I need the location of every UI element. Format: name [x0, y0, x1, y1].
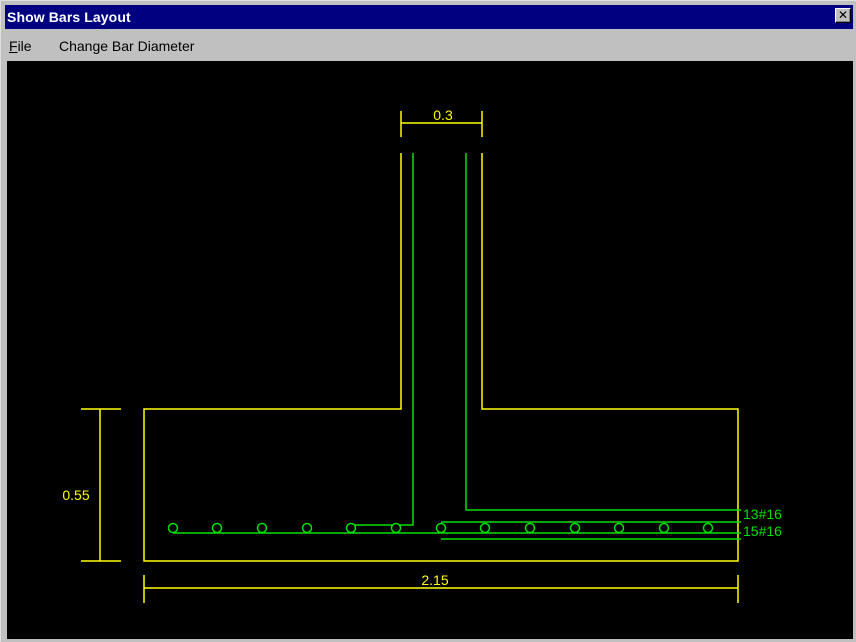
top-bar-label: 13#16 — [743, 506, 782, 522]
right-dowel-bar — [466, 153, 741, 510]
menu-bar: File Change Bar Diameter — [5, 33, 853, 59]
bar-circle — [660, 524, 669, 533]
footing-depth-label: 0.55 — [62, 487, 89, 503]
drawing-canvas[interactable]: 0.3 0.55 2.15 — [7, 61, 853, 639]
title-bar[interactable]: Show Bars Layout ✕ — [5, 5, 853, 29]
close-button[interactable]: ✕ — [835, 8, 851, 23]
footing-width-label: 2.15 — [421, 572, 448, 588]
bar-circle — [258, 524, 267, 533]
bottom-bar-label: 15#16 — [743, 523, 782, 539]
bar-circle — [213, 524, 222, 533]
bar-circle — [704, 524, 713, 533]
menu-file-accelerator: F — [9, 38, 18, 54]
close-icon: ✕ — [838, 8, 848, 22]
bar-circle — [615, 524, 624, 533]
column-dowel-bars — [353, 153, 741, 525]
bar-circle — [169, 524, 178, 533]
bar-circle — [526, 524, 535, 533]
bar-circle — [437, 524, 446, 533]
footing-depth-dimension — [81, 409, 121, 561]
bar-circle — [303, 524, 312, 533]
bar-circle — [571, 524, 580, 533]
menu-file-label: ile — [18, 38, 32, 54]
menu-change-bar-diameter[interactable]: Change Bar Diameter — [59, 37, 194, 55]
footing-drawing: 0.3 0.55 2.15 — [7, 61, 853, 639]
column-width-label: 0.3 — [433, 107, 453, 123]
footing-outline — [144, 153, 738, 561]
bar-circle — [347, 524, 356, 533]
bar-sections — [169, 524, 713, 533]
bar-circle — [481, 524, 490, 533]
menu-file[interactable]: File — [9, 37, 32, 55]
left-dowel-bar — [353, 153, 413, 525]
bar-circle — [392, 524, 401, 533]
window-title: Show Bars Layout — [7, 7, 131, 27]
